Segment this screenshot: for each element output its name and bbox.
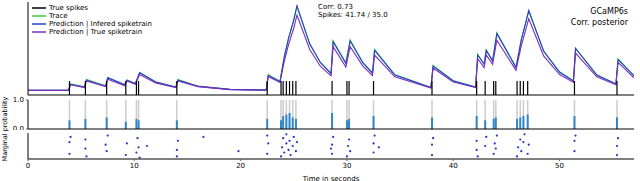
html-text:Prediction | True spiketrain: Prediction | True spiketrain <box>49 28 143 36</box>
svg-text:20: 20 <box>236 162 245 170</box>
html-text:True spikes: True spikes <box>49 4 88 12</box>
svg-text:1.0: 1.0 <box>13 96 24 104</box>
html-text:Corr: 0.73: Corr: 0.73 <box>318 3 353 11</box>
svg-text:Time in seconds: Time in seconds <box>302 175 360 181</box>
html-text:Prediction | Infered spiketrai: Prediction | Infered spiketrain <box>49 20 152 28</box>
svg-text:10: 10 <box>130 162 139 170</box>
svg-text:0.0: 0.0 <box>13 125 24 130</box>
svg-text:40: 40 <box>449 162 458 170</box>
svg-text:0: 0 <box>26 162 30 170</box>
svg-text:50: 50 <box>555 162 564 170</box>
html-text:Spikes: 41.74 / 35.0: Spikes: 41.74 / 35.0 <box>318 11 388 19</box>
svg-text:30: 30 <box>342 162 351 170</box>
html-text:Marginal probability: Marginal probability <box>1 96 9 162</box>
html-text:GCaMP6s: GCaMP6s <box>590 7 628 16</box>
html-text:Trace: Trace <box>49 12 68 20</box>
html-text:Corr. posterior: Corr. posterior <box>570 18 628 27</box>
